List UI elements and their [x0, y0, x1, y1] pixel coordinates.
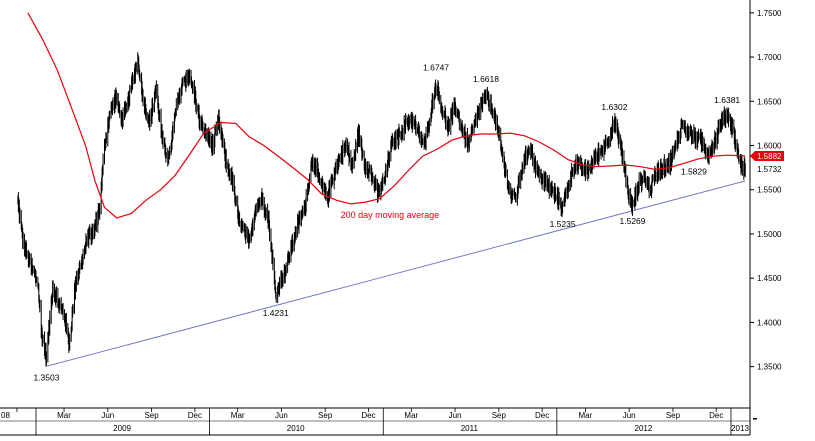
y-tick-label: 1.7000: [757, 53, 782, 62]
price-annotation: 1.6302: [601, 102, 627, 112]
price-annotation: 1.3503: [33, 372, 59, 382]
x-tick-label: Mar: [57, 411, 71, 420]
x-tick-label: Dec: [361, 411, 375, 420]
y-tick-label: 1.7500: [757, 9, 782, 18]
x-tick-label: Dec: [709, 411, 723, 420]
price-bars-layer: [17, 52, 746, 367]
price-annotation: 1.5829: [681, 167, 707, 177]
last-value-tag-text: 1.5882: [757, 152, 782, 161]
x-tick-label: Sep: [492, 411, 507, 420]
x-tick-label: Mar: [579, 411, 593, 420]
x-tick-label: Jun: [101, 411, 114, 420]
support-trendline: [46, 180, 746, 367]
y-tick-label: 1.4000: [757, 318, 782, 327]
trendline-layer: [46, 180, 746, 367]
x-year-label: 2012: [635, 424, 653, 433]
x-year-label: 2011: [461, 424, 479, 433]
y-tick-label: 1.4500: [757, 274, 782, 283]
moving-average-line: [27, 12, 746, 219]
x-tick-label: Mar: [404, 411, 418, 420]
x-tick-label: Sep: [318, 411, 333, 420]
moving-average-layer: [27, 12, 746, 219]
moving-average-label: 200 day moving average: [341, 210, 440, 220]
x-year-label: 2009: [113, 424, 131, 433]
y-tick-label: 1.6000: [757, 142, 782, 151]
y-tick-label: 1.6500: [757, 97, 782, 106]
ma-label-layer: 200 day moving average: [341, 210, 440, 220]
price-annotation: 1.5269: [620, 216, 646, 226]
price-annotation: 1.5235: [550, 219, 576, 229]
x-tick-label: Jun: [275, 411, 288, 420]
y-tick-label: 1.5500: [757, 186, 782, 195]
x-tick-label: Jun: [449, 411, 462, 420]
x-axis: 08 Mar Jun Sep Dec Mar Jun Sep Dec Mar Jun Sep Dec Ma…: [0, 407, 757, 436]
y-tick-label: 1.3500: [757, 363, 782, 372]
axis-marker: [753, 418, 757, 420]
price-annotation: 1.4231: [263, 308, 289, 318]
last-value-tags: 1.5882 1.5732: [750, 150, 784, 175]
x-tick-label: Sep: [144, 411, 159, 420]
price-annotation: 1.6618: [473, 74, 499, 84]
x-year-label: 2013: [731, 424, 749, 433]
x-tick-label: 08: [1, 411, 10, 420]
x-tick-label: Dec: [188, 411, 202, 420]
x-tick-label: Sep: [666, 411, 681, 420]
price-annotation: 1.6747: [423, 62, 449, 72]
x-year-label: 2010: [287, 424, 305, 433]
annotation-layer: 1.3503 1.4231 1.6747 1.6618 1.5235 1.6302 1.52…: [33, 62, 740, 382]
x-tick-label: Mar: [231, 411, 245, 420]
last-value-tag-bg: [750, 150, 784, 161]
last-value-plain-text: 1.5732: [757, 165, 782, 174]
price-annotation: 1.6381: [714, 95, 740, 105]
y-axis: 1.3500 1.4000 1.4500 1.5000 1.5500 1.6000 1.65…: [749, 0, 782, 408]
last-value-plain-bg: [752, 164, 784, 175]
x-tick-label: Jun: [623, 411, 636, 420]
x-tick-label: Dec: [535, 411, 549, 420]
y-tick-label: 1.5000: [757, 230, 782, 239]
